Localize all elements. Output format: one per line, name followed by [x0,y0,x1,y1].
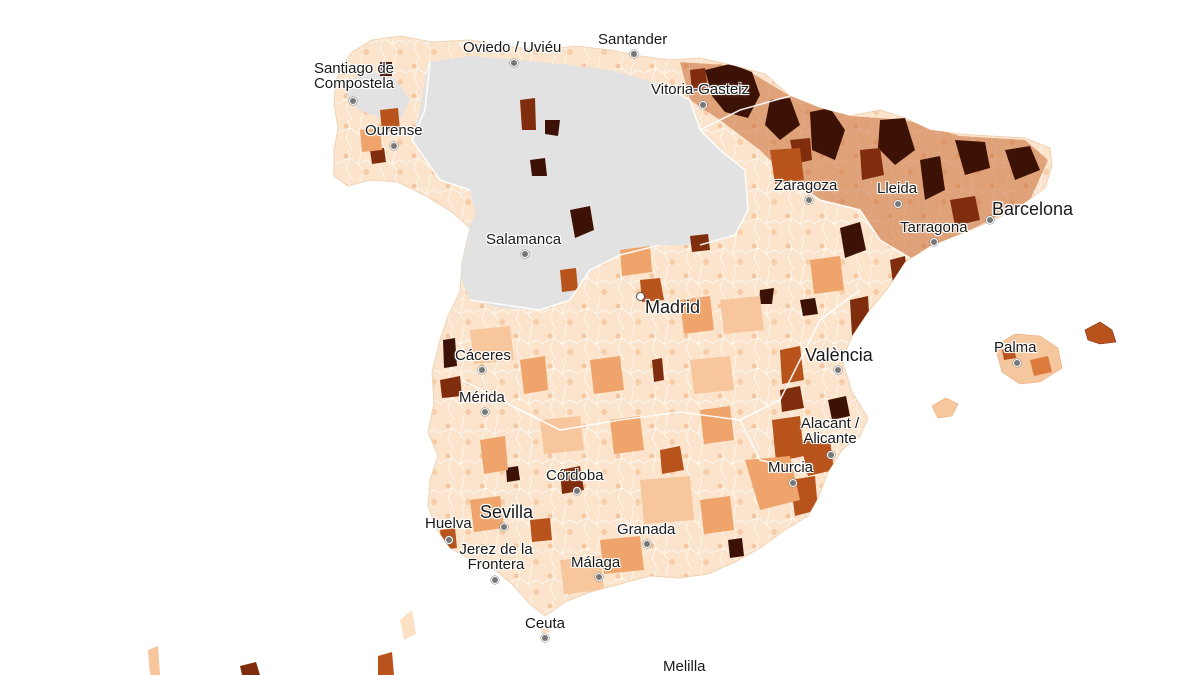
malaga-marker [595,573,603,581]
city-label-tarragona: Tarragona [900,219,968,236]
city-label-cordoba: Córdoba [546,467,604,484]
city-label-barcelona: Barcelona [992,199,1074,219]
huelva-marker [445,536,453,544]
balearic-islands [931,321,1117,419]
palma-marker [1013,359,1021,367]
city-label-salamanca: Salamanca [486,231,562,248]
ceuta-area [540,624,550,634]
city-label-malaga: Málaga [571,554,621,571]
city-label-santiago: Santiago de Compostela [313,60,395,92]
city-label-zaragoza: Zaragoza [774,177,838,194]
city-label-murcia: Murcia [768,459,814,476]
city-label-merida: Mérida [459,389,505,406]
menorca [1084,321,1117,345]
city-label-madrid: Madrid [645,297,701,317]
murcia-marker [789,479,797,487]
canary-islands [148,610,416,675]
jerez-marker [491,576,499,584]
caceres-marker [478,366,486,374]
city-label-alicante: Alacant / Alicante [800,415,860,447]
region-boundaries [411,61,911,471]
granada-marker [643,540,651,548]
city-label-vitoria: Vitoria-Gasteiz [651,81,750,98]
lleida-marker [894,200,902,208]
barcelona-marker [986,216,994,224]
city-label-granada: Granada [617,521,676,538]
city-label-sevilla: Sevilla [480,502,534,522]
city-label-huelva: Huelva [425,515,472,532]
city-label-caceres: Cáceres [455,347,511,364]
mainland-spain [148,35,1117,675]
city-label-ceuta: Ceuta [525,615,566,632]
ourense-marker [390,142,398,150]
santander-marker [630,50,638,58]
alicante-marker [827,451,835,459]
madrid-marker [636,292,645,301]
tarragona-marker [930,238,938,246]
city-label-valencia: València [805,345,873,365]
valencia-marker [834,366,842,374]
ibiza [931,397,959,419]
merida-marker [481,408,489,416]
city-label-lleida: Lleida [877,180,918,197]
vitoria-marker [699,101,707,109]
city-label-jerez: Jerez de la Frontera [459,541,533,573]
oviedo-marker [510,59,518,67]
sevilla-marker [500,523,508,531]
city-label-ourense: Ourense [365,122,423,139]
no-data-region [412,56,748,310]
city-label-oviedo: Oviedo / Uviéu [463,39,562,56]
city-label-palma: Palma [994,339,1037,356]
salamanca-marker [521,250,529,258]
zaragoza-marker [805,196,813,204]
cordoba-marker [573,487,581,495]
city-label-melilla: Melilla [663,658,706,675]
ceuta-marker [541,634,549,642]
santiago-marker [349,97,357,105]
city-label-santander: Santander [598,31,668,48]
